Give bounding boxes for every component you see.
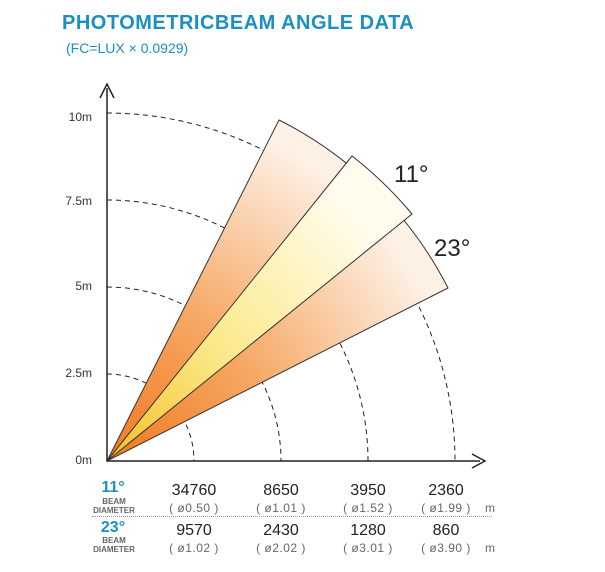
- beam-angle-label-23: 23°: [434, 235, 470, 262]
- table-row: 11° BEAM DIAMETER 34760 8650 3950 2360 (…: [0, 479, 605, 522]
- y-tick-label: 10m: [69, 110, 92, 124]
- lux-value: 34760: [171, 482, 217, 499]
- beam-diameter-label: BEAM DIAMETER: [93, 536, 135, 554]
- unit-label: m: [485, 501, 495, 515]
- y-axis-arrow: [99, 82, 115, 99]
- distance-arc-2-5m: [106, 373, 195, 462]
- lux-value: 9570: [176, 522, 212, 539]
- lux-value: 8650: [263, 482, 299, 499]
- conversion-note: (FC=LUX × 0.0929): [66, 40, 189, 56]
- beam-diameter-value: ( ø1.02 ): [169, 541, 219, 555]
- x-axis: [107, 453, 487, 469]
- x-axis-arrow: [471, 453, 487, 469]
- lux-value: 1280: [350, 522, 386, 539]
- y-tick-label: 2.5m: [65, 366, 92, 380]
- lux-value: 2430: [263, 522, 299, 539]
- row-angle: 23°: [100, 519, 126, 536]
- y-tick-label: 0m: [75, 453, 92, 467]
- table-row: 23° BEAM DIAMETER 9570 2430 1280 860 ( ø…: [0, 519, 605, 562]
- page-title: PHOTOMETRICBEAM ANGLE DATA: [62, 12, 415, 34]
- lux-value: 3950: [350, 482, 386, 499]
- lux-value: 2360: [428, 482, 464, 499]
- beam-diagram: 10m 7.5m 5m 2.5m 0m 11° 23°: [65, 82, 487, 469]
- beam-11-sector: [106, 155, 413, 462]
- beam-angle-label-11: 11°: [394, 161, 429, 188]
- beam-diameter-value: ( ø2.02 ): [256, 541, 306, 555]
- beam-diameter-value: ( ø1.52 ): [343, 501, 393, 515]
- lux-value: 860: [432, 522, 460, 539]
- beam-diameter-value: ( ø1.99 ): [421, 501, 471, 515]
- y-axis: [99, 82, 115, 461]
- row-angle: 11°: [101, 479, 125, 496]
- row-divider: [92, 516, 492, 517]
- beam-diameter-value: ( ø3.01 ): [343, 541, 393, 555]
- y-tick-label: 5m: [75, 279, 92, 293]
- unit-label: m: [485, 541, 495, 555]
- beam-diameter-value: ( ø3.90 ): [421, 541, 471, 555]
- y-tick-label: 7.5m: [65, 194, 92, 208]
- beam-diameter-value: ( ø0.50 ): [169, 501, 219, 515]
- beam-diameter-label: BEAM DIAMETER: [93, 497, 135, 515]
- beam-diameter-value: ( ø1.01 ): [256, 501, 306, 515]
